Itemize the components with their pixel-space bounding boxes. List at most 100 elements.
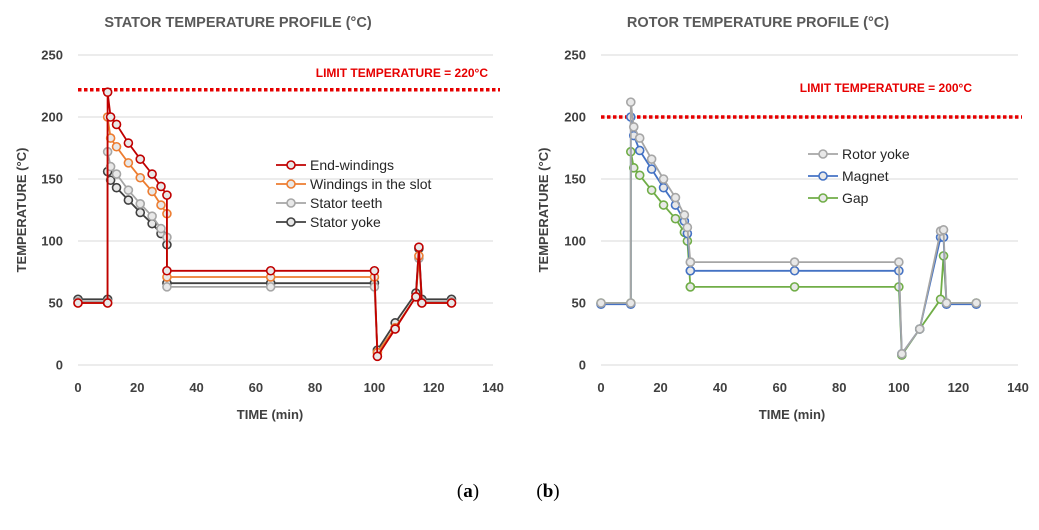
y-tick-label: 250 [564,48,586,63]
x-axis-label: TIME (min) [237,407,303,422]
legend-item: Stator yoke [276,214,381,230]
data-point [634,133,645,143]
data-point [135,199,146,209]
legend-label: Stator yoke [310,214,381,230]
chart-title: STATOR TEMPERATURE PROFILE (°C) [104,15,372,31]
data-point [111,119,122,130]
legend-label: Gap [842,190,869,206]
legend-label: Magnet [842,168,889,184]
legend-item: Gap [808,190,869,206]
legend-label: End-windings [310,157,394,173]
data-point [123,185,134,195]
data-point [914,324,925,334]
x-tick-label: 40 [713,380,727,395]
data-point [390,324,400,334]
y-tick-label: 150 [564,172,586,187]
data-point [111,141,122,152]
y-tick-label: 200 [41,110,63,125]
data-point [372,351,383,362]
data-point [685,257,696,267]
data-point [135,154,146,164]
legend-swatch-marker [818,171,828,181]
data-point [646,185,657,195]
legend-label: Stator teeth [310,195,382,211]
x-tick-label: 0 [597,380,604,395]
data-point [147,169,157,179]
legend-swatch-marker [286,217,296,227]
data-point [679,210,690,220]
data-point [414,242,424,252]
data-point [789,257,800,267]
limit-label: LIMIT TEMPERATURE = 220°C [316,66,489,80]
x-tick-label: 60 [772,380,786,395]
data-point [897,349,907,359]
data-point [658,200,669,210]
series-rotor-yoke [596,97,982,359]
caption-b: (b) [536,481,559,502]
data-point [411,291,421,302]
y-tick-label: 250 [41,48,63,63]
data-point [265,282,276,292]
data-point [102,298,113,308]
data-point [971,298,982,308]
data-point [123,158,134,168]
stator-temperature-chart: STATOR TEMPERATURE PROFILE (°C) 0 50 100 150… [14,15,504,422]
data-point [682,222,693,233]
y-tick-label: 100 [564,234,586,249]
data-point [685,265,696,276]
data-point [123,195,134,205]
y-tick-label: 50 [572,296,586,311]
data-point [646,164,657,174]
data-point [105,133,116,143]
data-point [162,282,172,292]
series-line [78,116,452,354]
data-point [685,282,696,292]
data-point [670,213,681,224]
legend-item: Windings in the slot [276,176,432,192]
x-tick-label: 140 [482,380,504,395]
x-tick-label: 120 [948,380,970,395]
data-point [789,282,800,292]
data-point [73,298,83,308]
x-axis-label: TIME (min) [759,407,825,422]
data-point [102,87,113,97]
data-point [135,172,146,183]
data-point [789,265,800,276]
legend-swatch-marker [818,193,828,203]
legend-swatch-marker [286,198,296,208]
x-tick-label: 140 [1007,380,1029,395]
data-point [265,265,276,276]
series-line [78,91,452,358]
data-point [634,170,645,181]
rotor-temperature-chart: ROTOR TEMPERATURE PROFILE (°C) 0 50 100 150 2… [536,15,1029,422]
legend-item: End-windings [276,157,394,173]
data-point [135,207,146,218]
legend-swatch-marker [286,160,296,170]
legend: End-windings Windings in the slot Stator t… [276,157,432,230]
data-point [634,145,645,156]
data-point [105,175,116,186]
series-line [601,101,977,355]
data-point [417,298,427,308]
data-point [105,112,116,122]
y-tick-label: 200 [564,110,586,125]
legend: Rotor yoke Magnet Gap [808,146,910,206]
x-tick-label: 80 [308,380,322,395]
data-point [625,298,636,308]
x-tick-label: 120 [423,380,445,395]
data-point [162,190,172,200]
caption-a: (a) [457,481,479,502]
series-end-windings [73,87,457,362]
legend-item: Rotor yoke [808,146,910,162]
data-point [123,138,134,148]
data-point [628,163,639,173]
x-tick-label: 0 [74,380,81,395]
data-point [147,211,157,221]
data-point [156,200,166,210]
data-point [369,265,380,276]
legend-item: Stator teeth [276,195,382,211]
data-point [646,154,657,164]
data-point [162,265,172,276]
y-tick-label: 0 [56,358,63,373]
